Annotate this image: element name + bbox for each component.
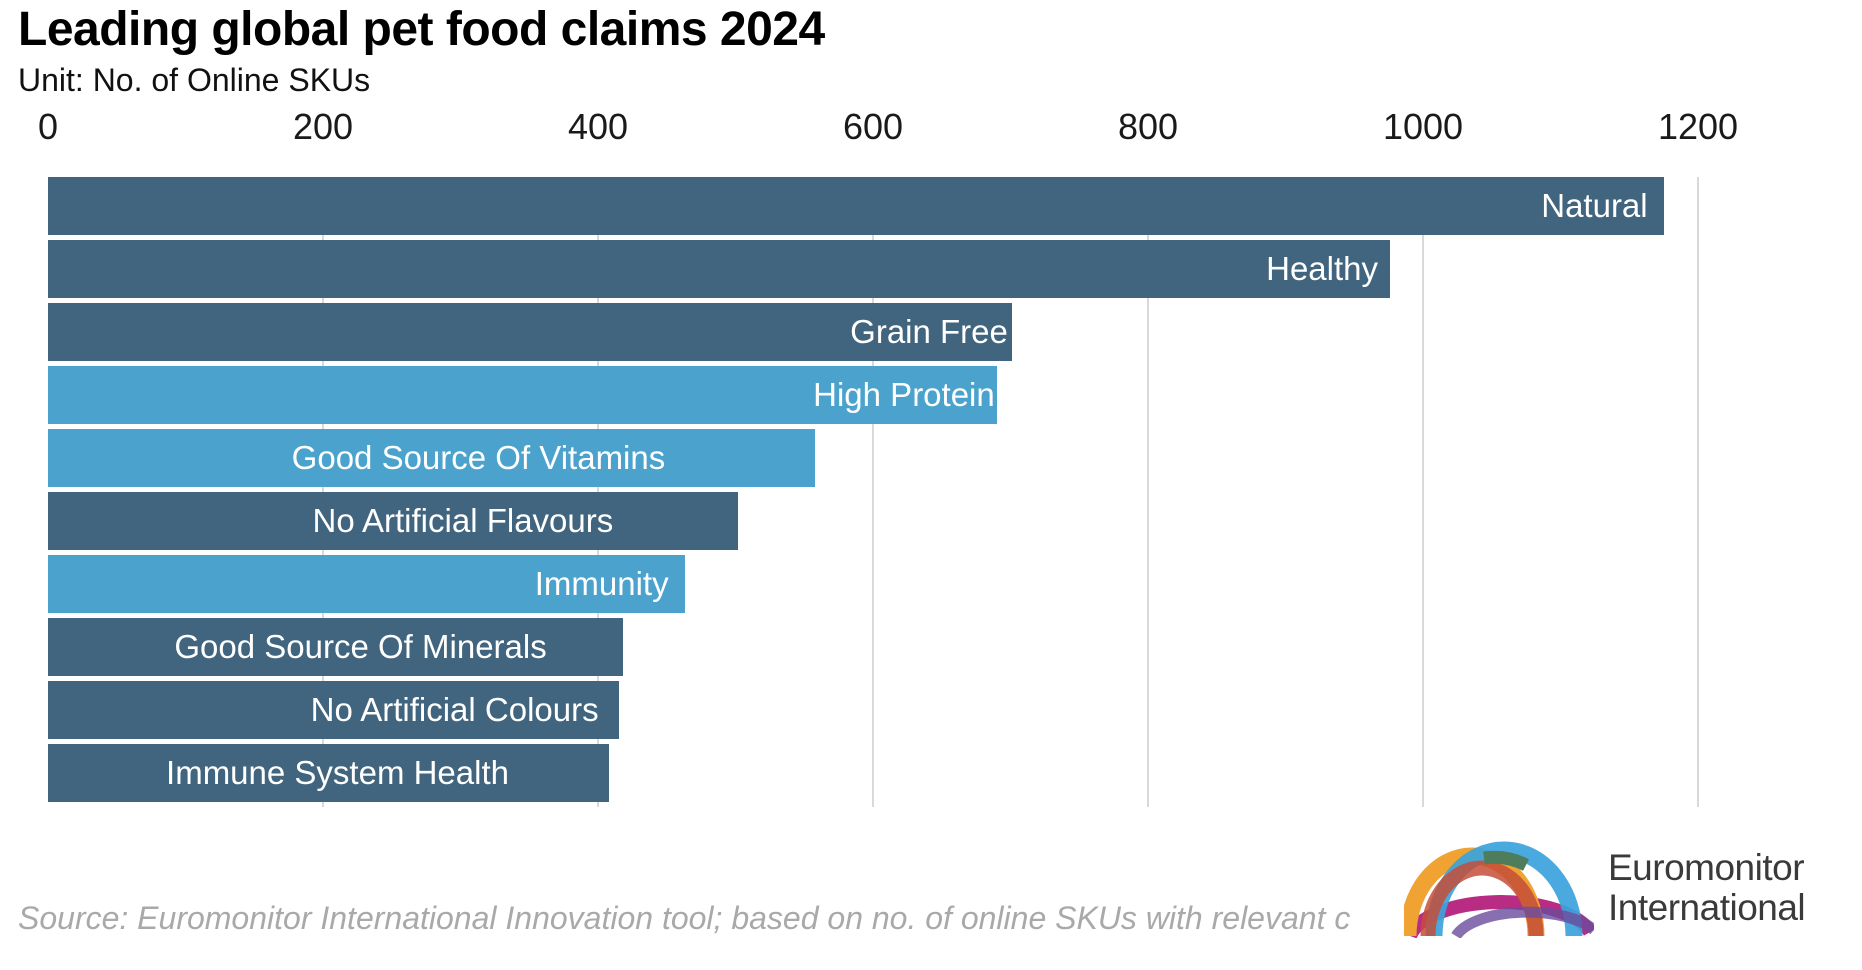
bar-row: No Artificial Flavours [48, 492, 739, 550]
logo-line-2: International [1608, 887, 1806, 928]
bar-label: Healthy [1266, 250, 1378, 287]
x-tick-label: 1000 [1382, 106, 1464, 147]
x-tick-label: 200 [292, 106, 354, 147]
bar-row: Grain Free [48, 303, 1012, 361]
bar-row: Healthy [48, 240, 1390, 298]
x-axis: 0 200 400 600 800 1000 1200 [38, 106, 1738, 150]
bar-row: Immune System Health [48, 744, 609, 802]
bar-label: High Protein [813, 376, 995, 413]
euromonitor-logo-arcs-icon [1404, 841, 1594, 938]
chart-title: Leading global pet food claims 2024 [18, 3, 825, 56]
bar-row: No Artificial Colours [48, 681, 619, 739]
gridline [872, 177, 874, 807]
logo-line-1: Euromonitor [1608, 847, 1805, 888]
bar-row: Immunity [48, 555, 685, 613]
gridline [1422, 177, 1424, 807]
bar-label: Grain Free [850, 313, 1008, 350]
x-tick-label: 400 [567, 106, 629, 147]
euromonitor-logo: Euromonitor International [1404, 836, 1810, 940]
source-note: Source: Euromonitor International Innova… [18, 900, 1351, 936]
x-tick-label: 800 [1117, 106, 1179, 147]
x-tick-label: 1200 [1657, 106, 1739, 147]
bar-label: Good Source Of Vitamins [291, 439, 666, 476]
bar-label: No Artificial Colours [310, 691, 599, 728]
bar-row: High Protein [48, 366, 997, 424]
chart-unit-label: Unit: No. of Online SKUs [18, 62, 371, 98]
bar-label: Natural [1541, 187, 1648, 224]
bar-row: Natural [48, 177, 1664, 235]
plot-area: Natural Healthy Grain Free High Protein Good… [48, 177, 1699, 807]
bar-row: Good Source Of Vitamins [48, 429, 816, 487]
gridline [1146, 177, 1149, 807]
bar-label: Good Source Of Minerals [174, 628, 547, 665]
x-tick-label: 0 [37, 106, 59, 147]
bar-label: No Artificial Flavours [312, 502, 614, 539]
bar-row: Good Source Of Minerals [48, 618, 623, 676]
bar-label: Immune System Health [166, 754, 509, 791]
gridline [1697, 177, 1699, 807]
euromonitor-logo-text: Euromonitor International [1608, 847, 1806, 928]
bar-label: Immunity [534, 565, 669, 602]
x-tick-label: 600 [842, 106, 904, 147]
